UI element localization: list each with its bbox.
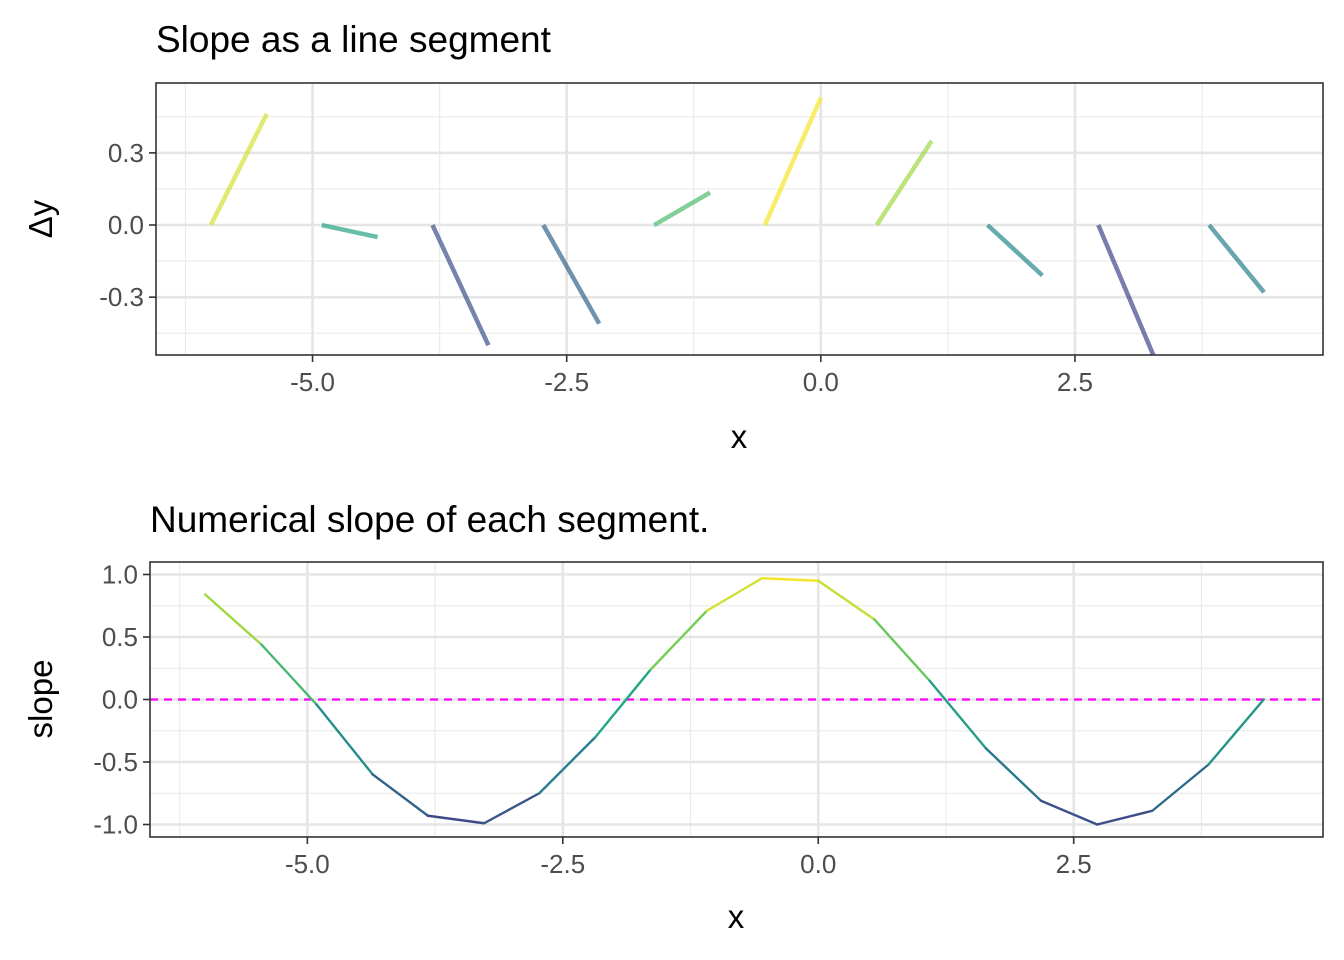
slope-line-segment [705,577,764,612]
slope-segment [762,96,823,226]
plot-panel [156,83,1323,355]
chart-title: Slope as a line segment [156,19,552,60]
slope-line-marks [150,577,1323,826]
slope-line-segment [1207,698,1265,766]
segment-chart: Slope as a line segment -5.0 -2.5 0.0 2.5 -… [22,19,1324,455]
x-tick-label: -2.5 [540,849,585,879]
slope-line-segment [315,703,374,776]
x-tick-label: 2.5 [1057,367,1093,397]
slope-line-segment [1151,763,1210,812]
slope-line-segment [760,577,820,582]
slope-segment [208,112,269,227]
x-axis-ticks: -5.0 -2.5 0.0 2.5 [285,837,1092,879]
y-tick-label: -0.5 [93,747,138,777]
slope-segment [874,139,934,227]
y-tick-label: 0.3 [108,138,144,168]
x-tick-label: -2.5 [544,367,589,397]
x-axis-title: x [731,418,748,455]
y-axis-title: Δy [22,199,59,238]
y-tick-label: -1.0 [93,810,138,840]
slope-segment [986,223,1044,278]
slope-line-segment [649,609,709,671]
slope-line-segment [203,593,263,646]
slope-line-segment [260,643,318,706]
x-tick-label: -5.0 [285,849,330,879]
plot-border [155,82,1324,356]
slope-line-segment [426,814,486,825]
x-tick-label: 0.0 [803,367,839,397]
x-tick-label: 2.5 [1056,849,1092,879]
slope-line-segment [594,668,652,739]
y-axis-ticks: -1.0 -0.5 0.0 0.5 1.0 [93,560,150,840]
x-axis-title: x [728,898,745,935]
y-tick-label: 0.0 [102,685,138,715]
slope-line-segment [1095,809,1154,826]
slope-segment [652,190,712,227]
slope-segment [1207,223,1266,294]
y-tick-label: -0.3 [99,282,144,312]
slope-segment [430,224,491,347]
y-tick-label: 0.5 [102,622,138,652]
chart-title: Numerical slope of each segment. [150,499,709,540]
segment-marks [208,96,1266,356]
x-tick-label: -5.0 [290,367,335,397]
x-axis-ticks: -5.0 -2.5 0.0 2.5 [290,355,1093,397]
slope-line-segment [984,747,1043,802]
slope-segment [1096,224,1156,356]
slope-line-segment [538,735,597,795]
y-axis-ticks: -0.3 0.0 0.3 [99,138,156,312]
x-tick-label: 0.0 [800,849,836,879]
slope-line-segment [1039,799,1099,826]
slope-line-chart: Numerical slope of each segment. -5.0 -2.… [22,499,1324,935]
y-tick-label: 1.0 [102,560,138,590]
slope-segment [541,223,602,325]
slope-line-segment [817,579,876,621]
slope-line-segment [371,773,430,817]
y-tick-label: 0.0 [108,210,144,240]
y-axis-title: slope [22,660,59,739]
slope-segment [321,222,379,240]
slope-line-segment [873,618,931,682]
slope-line-segment [928,679,988,750]
slope-line-segment [482,792,541,825]
